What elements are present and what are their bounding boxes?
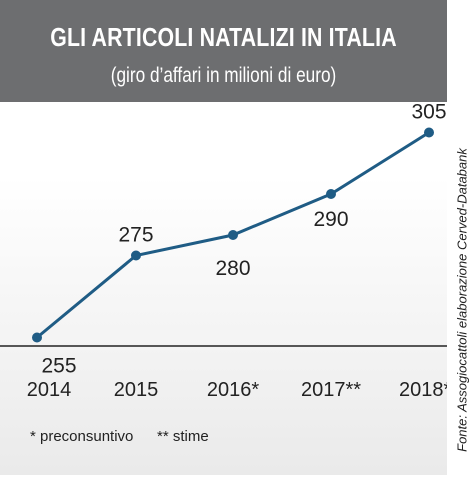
x-tick-label-2018: 2018** — [399, 379, 447, 401]
data-point-2014 — [32, 332, 42, 343]
line-chart: 255 275 280 290 305 2014 2015 2016* 2017** 2018*… — [0, 101, 447, 401]
footnote-stime: ** stime — [157, 428, 209, 445]
title-bar: GLI ARTICOLI NATALIZI IN ITALIA (giro d’… — [0, 0, 447, 102]
data-label-2016: 280 — [215, 257, 250, 280]
x-tick-label-2014: 2014 — [27, 379, 72, 401]
source-note: Fonte: Assogiocattoli elaborazione Cerve… — [454, 148, 470, 452]
data-label-2017: 290 — [313, 208, 348, 231]
data-label-2018: 305 — [411, 101, 446, 124]
data-label-2015: 275 — [118, 224, 153, 247]
x-tick-label-2016: 2016* — [207, 379, 259, 401]
x-tick-label-2015: 2015 — [114, 379, 159, 401]
data-point-2016 — [228, 230, 238, 240]
chart-subtitle: (giro d’affari in milioni di euro) — [110, 64, 337, 87]
plot-area — [0, 102, 447, 475]
data-point-2017 — [326, 189, 336, 199]
data-point-2018 — [424, 127, 434, 138]
x-tick-label-2017: 2017** — [301, 379, 361, 401]
footnote-preconsuntivo: * preconsuntivo — [30, 428, 134, 445]
data-label-2014: 255 — [41, 355, 76, 378]
data-point-2015 — [131, 250, 141, 261]
chart-title: GLI ARTICOLI NATALIZI IN ITALIA — [50, 22, 397, 52]
